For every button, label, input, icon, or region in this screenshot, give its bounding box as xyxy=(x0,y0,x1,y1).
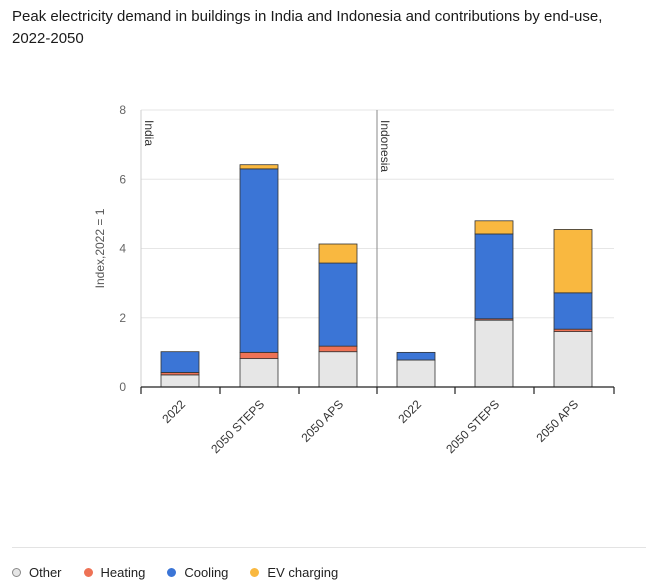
y-axis-label: Index,2022 = 1 xyxy=(93,208,107,288)
legend-swatch-heating xyxy=(83,568,93,577)
bar-segment-indonesia-2050-steps-cooling xyxy=(474,233,514,320)
bar-segment-india-2050-aps-other xyxy=(318,351,358,388)
chart-legend: Other Heating Cooling EV charging xyxy=(12,565,360,580)
y-tick-label: 0 xyxy=(119,380,126,394)
legend-label-heating: Heating xyxy=(100,565,146,580)
bar-segment-india-2022-cooling xyxy=(160,351,200,373)
chart-title: Peak electricity demand in buildings in … xyxy=(12,8,603,47)
bar-segment-india-2050-steps-cooling xyxy=(239,168,279,353)
legend-item-cooling[interactable]: Cooling xyxy=(167,565,228,580)
bar-segment-indonesia-2050-aps-ev-charging xyxy=(553,229,593,294)
x-tick-label: 2022 xyxy=(395,397,424,426)
bar-segment-india-2050-steps-other xyxy=(239,358,279,388)
bar-segment-indonesia-2050-aps-other xyxy=(553,331,593,388)
legend-label-ev-charging: EV charging xyxy=(267,565,339,580)
legend-label-other: Other xyxy=(29,565,62,580)
legend-item-heating[interactable]: Heating xyxy=(83,565,146,580)
bar-segment-india-2022-other xyxy=(160,374,200,388)
x-tick-label: 2050 STEPS xyxy=(443,397,502,456)
bar-segment-india-2050-aps-heating xyxy=(318,345,358,353)
legend-label-cooling: Cooling xyxy=(184,565,229,580)
legend-item-other[interactable]: Other xyxy=(12,565,62,580)
legend-swatch-ev-charging xyxy=(250,568,260,577)
bar-segment-indonesia-2050-aps-cooling xyxy=(553,292,593,330)
panel-title-india: India xyxy=(142,120,156,146)
bar-segment-india-2050-steps-ev-charging xyxy=(239,164,279,170)
bar-segment-indonesia-2050-steps-ev-charging xyxy=(474,220,514,235)
x-tick-label: 2050 STEPS xyxy=(208,397,267,456)
bar-segment-indonesia-2022-cooling xyxy=(396,351,436,361)
legend-swatch-cooling xyxy=(167,568,177,577)
y-tick-label: 6 xyxy=(119,172,126,186)
x-tick-label: 2022 xyxy=(159,397,188,426)
x-tick-label: 2050 APS xyxy=(298,397,346,445)
panel-title-indonesia: Indonesia xyxy=(378,120,392,172)
legend-swatch-other xyxy=(12,568,21,577)
legend-item-ev-charging[interactable]: EV charging xyxy=(250,565,338,580)
y-tick-label: 8 xyxy=(119,103,126,117)
bar-segment-indonesia-2022-other xyxy=(396,359,436,388)
y-tick-label: 4 xyxy=(119,242,126,256)
bar-segment-indonesia-2050-steps-other xyxy=(474,319,514,388)
y-tick-label: 2 xyxy=(119,311,126,325)
bar-segment-india-2050-aps-ev-charging xyxy=(318,243,358,264)
bar-segment-india-2050-aps-cooling xyxy=(318,262,358,347)
bar-segment-india-2050-steps-heating xyxy=(239,351,279,360)
legend-divider xyxy=(12,547,646,548)
x-tick-label: 2050 APS xyxy=(533,397,581,445)
